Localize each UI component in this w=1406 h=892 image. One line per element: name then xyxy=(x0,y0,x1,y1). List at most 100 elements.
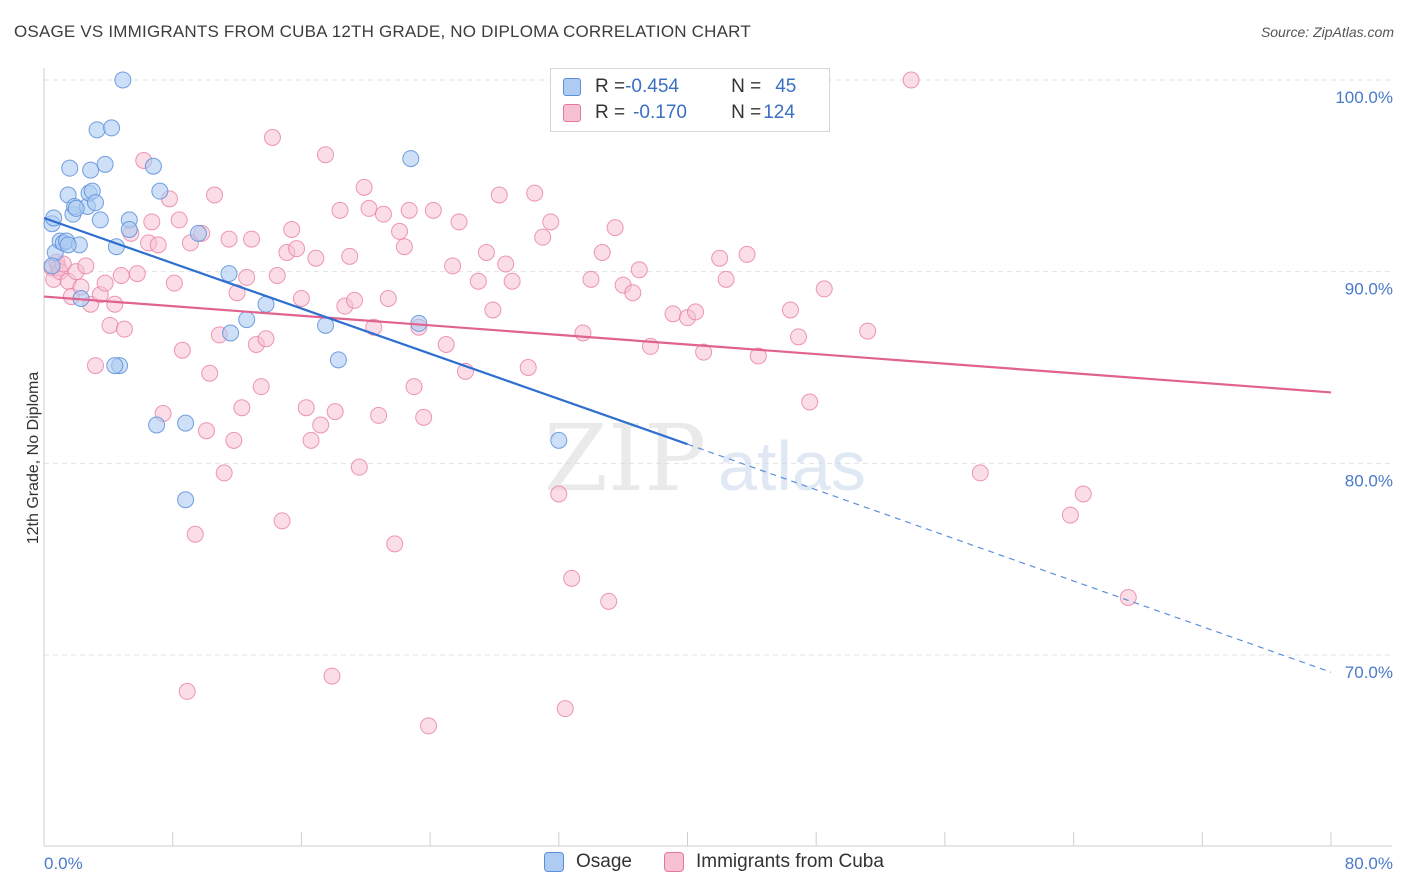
osage-point xyxy=(103,119,121,137)
osage-point xyxy=(91,211,109,229)
cuba-point xyxy=(341,247,359,265)
cuba-point xyxy=(444,257,462,275)
cuba-point xyxy=(365,318,383,336)
axes xyxy=(43,68,1392,847)
legend-r-label: R = xyxy=(595,102,626,123)
cuba-point xyxy=(360,199,378,217)
cuba-point xyxy=(96,274,114,292)
cuba-point xyxy=(1074,485,1092,503)
osage-point xyxy=(222,324,240,342)
cuba-point xyxy=(331,201,349,219)
legend-row-osage: R = -0.454 N = 45 xyxy=(563,75,796,99)
cuba-point xyxy=(437,336,455,353)
cuba-point xyxy=(149,236,167,254)
cuba-point xyxy=(101,316,119,334)
osage-point xyxy=(86,194,104,212)
y-tick-label: 70.0% xyxy=(1345,663,1393,682)
cuba-point xyxy=(178,682,196,700)
cuba-point xyxy=(484,301,502,319)
cuba-point xyxy=(225,431,243,449)
osage-point xyxy=(59,236,77,254)
cuba-point xyxy=(738,245,756,263)
cuba-point xyxy=(220,230,238,248)
cuba-point xyxy=(379,290,397,307)
cuba-point xyxy=(391,222,409,240)
osage-point xyxy=(550,431,568,449)
cuba-point xyxy=(233,399,251,417)
y-tick-label: 80.0% xyxy=(1345,471,1393,490)
cuba-point xyxy=(283,221,301,238)
cuba-point xyxy=(801,393,819,411)
legend-n-label: N = xyxy=(731,102,762,123)
cuba-point xyxy=(419,717,437,735)
cuba-point xyxy=(815,280,833,298)
cuba-point xyxy=(323,667,341,685)
osage-point xyxy=(120,221,138,238)
osage-swatch xyxy=(563,78,581,96)
legend-n-label: N = xyxy=(731,76,762,97)
osage-point xyxy=(43,257,61,275)
osage-point xyxy=(148,416,166,434)
cuba-point xyxy=(971,464,989,482)
cuba-point xyxy=(288,240,306,258)
osage-point xyxy=(144,157,162,175)
cuba-point xyxy=(582,270,600,288)
legend-r-value: -0.170 xyxy=(633,102,687,123)
cuba-swatch xyxy=(563,104,581,122)
trend-lines xyxy=(43,216,1332,673)
cuba-point xyxy=(312,416,330,434)
cuba-point xyxy=(170,211,188,229)
bottom-legend: Osage Immigrants from Cuba xyxy=(0,851,1406,879)
cuba-point xyxy=(556,700,574,718)
bottom-legend-cuba: Immigrants from Cuba xyxy=(664,851,884,873)
cuba-point xyxy=(1119,589,1137,606)
legend-n-value: 45 xyxy=(775,76,797,97)
cuba-point xyxy=(503,272,521,290)
watermark-atlas: atlas xyxy=(718,427,866,505)
cuba-point xyxy=(143,213,161,231)
cuba-point xyxy=(355,178,373,196)
cuba-point xyxy=(77,257,95,275)
x-tick-label: 80.0% xyxy=(1345,854,1393,873)
osage-point xyxy=(329,351,347,369)
cuba-point xyxy=(370,406,388,424)
cuba-point xyxy=(534,228,552,246)
cuba-point xyxy=(173,341,191,359)
cuba-point xyxy=(563,569,581,587)
y-tick-labels: 70.0% 80.0% 90.0% 100.0% xyxy=(1335,88,1393,682)
cuba-point xyxy=(526,184,544,202)
osage-point xyxy=(220,265,238,283)
cuba-point xyxy=(781,301,799,319)
y-axis-label: 12th Grade, No Diploma xyxy=(25,372,42,545)
cuba-point xyxy=(243,230,261,248)
legend-r-label: R = xyxy=(595,76,626,97)
legend-row-cuba: R = -0.170 N = 124 xyxy=(563,101,795,125)
cuba-point xyxy=(424,201,442,219)
cuba-point xyxy=(395,238,413,256)
cuba-point xyxy=(450,213,468,231)
cuba-point xyxy=(86,357,104,375)
cuba-point xyxy=(415,408,433,426)
cuba-point xyxy=(297,399,315,417)
x-tick-labels: 0.0% 80.0% xyxy=(44,854,1393,873)
osage-point xyxy=(67,199,85,217)
cuba-point xyxy=(519,359,537,376)
cuba-point xyxy=(902,71,920,89)
cuba-point xyxy=(624,284,642,302)
cuba-point xyxy=(477,244,495,261)
cuba-point xyxy=(112,267,130,284)
osage-trend-extension xyxy=(687,443,1332,673)
cuba-point xyxy=(292,290,310,307)
osage-point xyxy=(106,357,124,375)
bottom-legend-osage: Osage xyxy=(544,851,632,873)
cuba-point xyxy=(687,303,705,321)
cuba-point xyxy=(405,378,423,396)
cuba-point xyxy=(252,378,270,396)
cuba-point xyxy=(201,364,219,382)
cuba-swatch xyxy=(664,852,684,872)
cuba-point xyxy=(106,295,124,313)
gridlines xyxy=(44,79,1392,656)
x-tick-label: 0.0% xyxy=(44,854,83,873)
cuba-point xyxy=(238,268,256,286)
cuba-point xyxy=(630,261,648,279)
